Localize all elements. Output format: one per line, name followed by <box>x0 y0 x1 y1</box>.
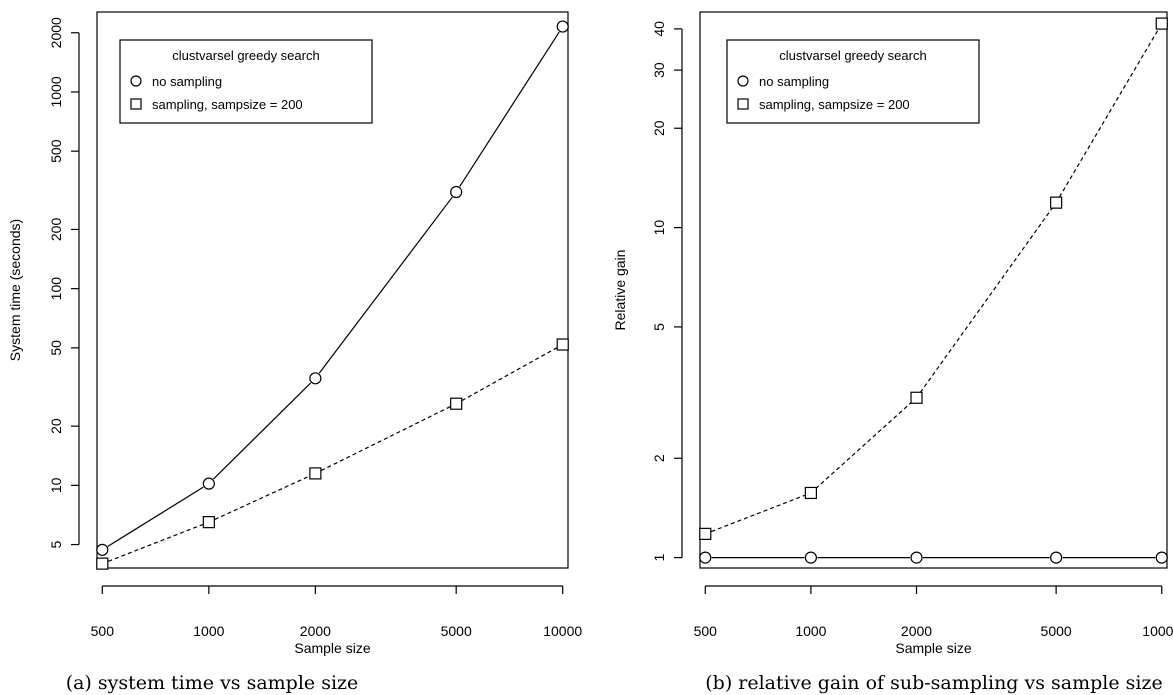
legend-entry-label: no sampling <box>152 74 222 89</box>
plot-frame <box>96 11 569 569</box>
y-tick-label: 30 <box>651 62 667 78</box>
legend-marker-circle <box>130 75 142 87</box>
y-tick-label: 20 <box>48 418 64 434</box>
legend-box <box>119 39 373 124</box>
legend-marker-square <box>737 98 749 110</box>
data-point-square <box>96 557 109 570</box>
data-point-circle <box>556 20 569 33</box>
x-axis-title: Sample size <box>895 640 971 656</box>
series-line-segment <box>711 494 806 533</box>
y-axis-title: System time (seconds) <box>7 219 23 361</box>
x-tick-label: 10000 <box>543 623 582 639</box>
data-point-circle <box>450 185 463 199</box>
data-point-square <box>309 467 322 480</box>
data-point-circle <box>699 551 712 564</box>
data-point-square <box>804 486 817 500</box>
x-tick-label: 10000 <box>1142 623 1173 639</box>
series-line-segment <box>214 475 310 520</box>
data-point-square <box>1155 17 1168 30</box>
data-point-square <box>1050 196 1063 209</box>
x-tick-label: 500 <box>694 623 718 639</box>
y-tick-label: 1 <box>651 553 667 561</box>
legend-marker-circle <box>737 75 749 87</box>
data-point-square <box>450 397 463 410</box>
data-point-circle <box>1155 551 1168 564</box>
legend-marker-square <box>130 98 142 110</box>
series-line-segment <box>1058 28 1159 198</box>
series-line-segment <box>108 523 204 562</box>
panel-system-time: 500 1000 2000 5000 10000 5 10 20 50 100 200 500 1000… <box>7 11 582 694</box>
y-tick-label: 40 <box>651 21 667 37</box>
legend-entry-label: no sampling <box>759 74 829 89</box>
y-tick-label: 10 <box>48 477 64 493</box>
y-tick-label: 2 <box>651 454 667 462</box>
x-tick-label: 5000 <box>441 623 472 639</box>
data-point-circle <box>910 551 923 564</box>
series-line-segment <box>213 382 312 480</box>
y-axis-title: Relative gain <box>612 250 628 331</box>
series-line-segment <box>459 31 560 187</box>
legend-entry-label: sampling, sampsize = 200 <box>759 97 910 112</box>
x-tick-label: 1000 <box>193 623 224 639</box>
series-line-segment <box>107 486 204 547</box>
x-axis-title: Sample size <box>294 640 370 656</box>
x-tick-label: 5000 <box>1041 623 1072 639</box>
y-tick-label: 5 <box>48 540 64 548</box>
data-point-circle <box>804 551 817 564</box>
data-point-circle <box>1050 551 1063 564</box>
x-tick-label: 1000 <box>795 623 826 639</box>
legend-entry-label: sampling, sampsize = 200 <box>152 97 303 112</box>
panel-relative-gain: 500 1000 2000 5000 10000 1 2 5 10 20 30 40 Sample si… <box>612 11 1173 694</box>
y-tick-label: 2000 <box>48 17 64 48</box>
series-line-segment <box>461 347 558 402</box>
data-point-circle <box>96 543 109 556</box>
data-point-circle <box>202 477 215 490</box>
series-line-segment <box>919 207 1053 393</box>
data-point-square <box>556 338 569 351</box>
x-tick-label: 2000 <box>300 623 331 639</box>
y-tick-label: 1000 <box>48 76 64 107</box>
series-line-segment <box>320 406 451 472</box>
y-tick-label: 500 <box>48 139 64 163</box>
series-line-segment <box>815 401 913 490</box>
figure-caption: (a) system time vs sample size <box>66 672 359 694</box>
data-point-square <box>699 527 712 540</box>
data-point-square <box>202 516 215 529</box>
y-tick-label: 10 <box>651 220 667 236</box>
legend-box <box>726 39 980 124</box>
series-line-segment <box>318 196 453 374</box>
y-tick-label: 200 <box>48 218 64 242</box>
data-point-circle <box>309 372 322 385</box>
plot-frame <box>699 11 1168 569</box>
data-point-square <box>910 391 923 404</box>
legend-title: clustvarsel greedy search <box>172 48 319 63</box>
y-tick-label: 20 <box>651 120 667 136</box>
y-tick-label: 50 <box>48 340 64 356</box>
y-tick-label: 100 <box>48 277 64 301</box>
x-tick-label: 500 <box>91 623 115 639</box>
legend-title: clustvarsel greedy search <box>779 48 926 63</box>
x-tick-label: 2000 <box>901 623 932 639</box>
figure-caption: (b) relative gain of sub-sampling vs sam… <box>705 672 1162 694</box>
y-tick-label: 5 <box>651 323 667 331</box>
